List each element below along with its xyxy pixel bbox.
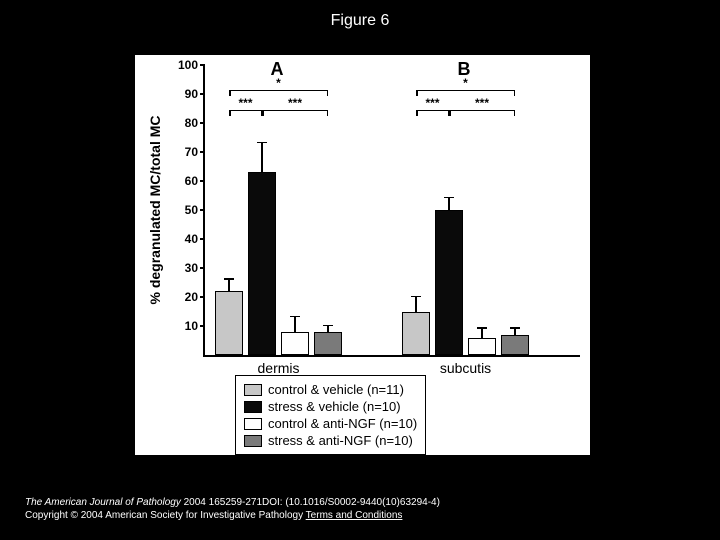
- bar-subcutis-control_vehicle: [402, 312, 430, 356]
- bar-dermis-stress_vehicle: [248, 172, 276, 355]
- sig-label: *: [463, 76, 468, 90]
- legend-item-control_antingf: control & anti-NGF (n=10): [244, 416, 417, 431]
- citation: The American Journal of Pathology 2004 1…: [25, 496, 440, 522]
- bar-subcutis-stress_antingf: [501, 335, 529, 355]
- y-tick-label: 10: [170, 319, 198, 333]
- legend-swatch: [244, 435, 262, 447]
- legend-item-stress_vehicle: stress & vehicle (n=10): [244, 399, 417, 414]
- legend-swatch: [244, 401, 262, 413]
- legend-item-control_vehicle: control & vehicle (n=11): [244, 382, 417, 397]
- sig-label: ***: [288, 96, 302, 110]
- group-label-subcutis: subcutis: [440, 360, 491, 376]
- figure-title: Figure 6: [0, 0, 720, 30]
- sig-label: ***: [425, 96, 439, 110]
- bar-dermis-control_vehicle: [215, 291, 243, 355]
- legend-label: stress & vehicle (n=10): [268, 399, 401, 414]
- sig-label: *: [276, 76, 281, 90]
- y-tick-label: 70: [170, 145, 198, 159]
- group-label-dermis: dermis: [257, 360, 299, 376]
- legend: control & vehicle (n=11) stress & vehicle…: [235, 375, 426, 455]
- legend-swatch: [244, 384, 262, 396]
- legend-item-stress_antingf: stress & anti-NGF (n=10): [244, 433, 417, 448]
- bar-subcutis-stress_vehicle: [435, 210, 463, 355]
- chart-container: % degranulated MC/total MC 10 20 30 40 50 60 7…: [135, 55, 590, 455]
- citation-info: 2004 165259-271DOI: (10.1016/S0002-9440(…: [181, 497, 440, 508]
- y-tick-label: 50: [170, 203, 198, 217]
- citation-copyright: Copyright © 2004 American Society for In…: [25, 510, 306, 521]
- sig-label: ***: [475, 96, 489, 110]
- legend-label: control & anti-NGF (n=10): [268, 416, 417, 431]
- bar-subcutis-control_antingf: [468, 338, 496, 355]
- y-tick-label: 20: [170, 290, 198, 304]
- y-axis-label: % degranulated MC/total MC: [147, 115, 163, 304]
- legend-label: control & vehicle (n=11): [268, 382, 404, 397]
- y-tick-label: 100: [170, 58, 198, 72]
- y-tick-label: 30: [170, 261, 198, 275]
- y-tick-label: 90: [170, 87, 198, 101]
- legend-label: stress & anti-NGF (n=10): [268, 433, 413, 448]
- sig-label: ***: [238, 96, 252, 110]
- y-tick-label: 80: [170, 116, 198, 130]
- y-tick-label: 40: [170, 232, 198, 246]
- legend-swatch: [244, 418, 262, 430]
- bar-dermis-control_antingf: [281, 332, 309, 355]
- terms-link[interactable]: Terms and Conditions: [306, 510, 403, 521]
- bar-dermis-stress_antingf: [314, 332, 342, 355]
- y-tick-label: 60: [170, 174, 198, 188]
- citation-journal: The American Journal of Pathology: [25, 497, 181, 508]
- plot-area: % degranulated MC/total MC 1020304050607…: [203, 65, 580, 357]
